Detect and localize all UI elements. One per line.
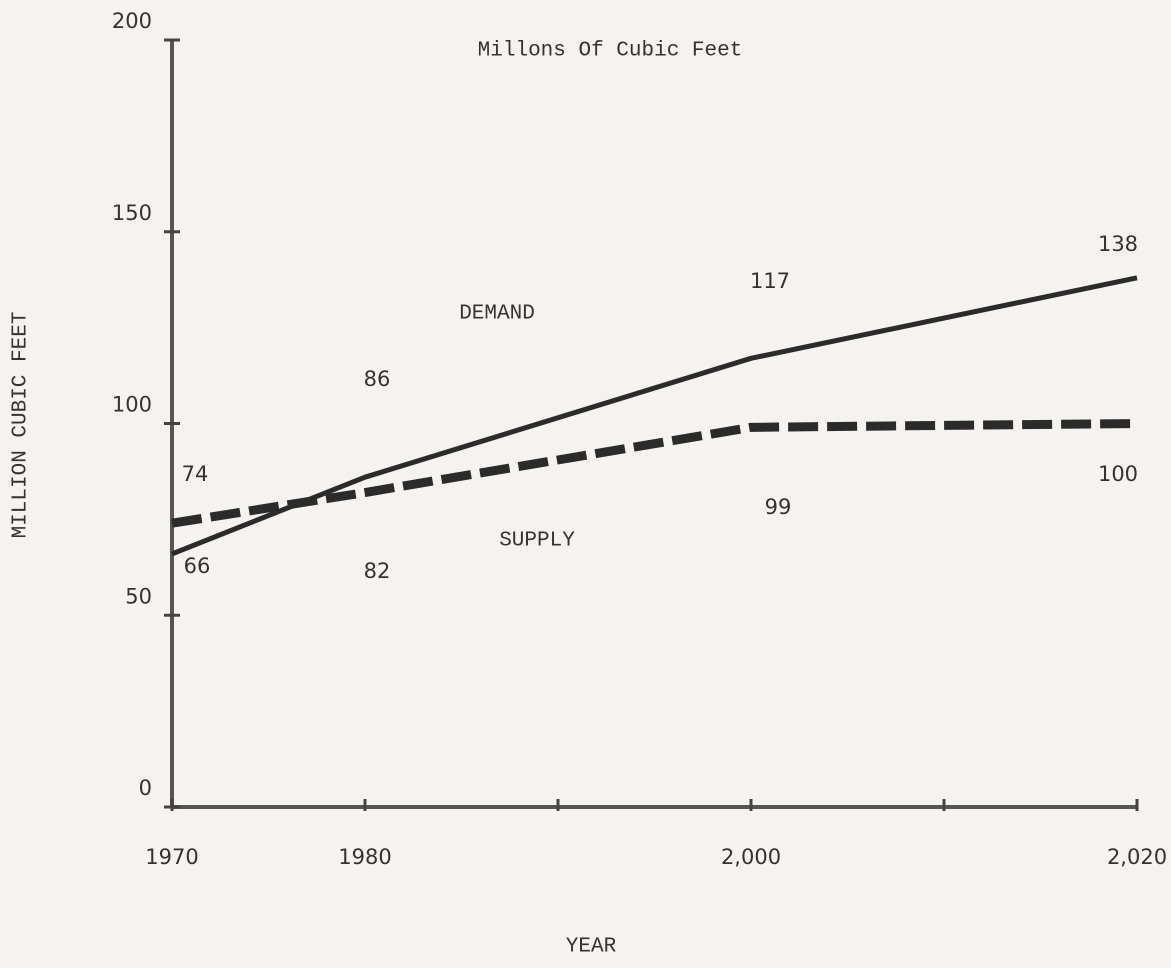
x-tick-label: 2,000 bbox=[721, 845, 781, 869]
data-label: 82 bbox=[364, 559, 391, 583]
data-label: 74 bbox=[182, 462, 209, 486]
x-tick-label: 2,020 bbox=[1107, 845, 1167, 869]
y-tick-label: 150 bbox=[112, 201, 152, 225]
line-series-dashed bbox=[171, 419, 1138, 528]
series-label: SUPPLY bbox=[499, 530, 575, 553]
chart-title: Millons Of Cubic Feet bbox=[478, 40, 743, 63]
x-tick-label: 1970 bbox=[145, 845, 198, 869]
data-label: 100 bbox=[1098, 462, 1138, 486]
series-label: DEMAND bbox=[459, 303, 535, 326]
data-label: 117 bbox=[750, 269, 790, 293]
y-axis-label: MILLION CUBIC FEET bbox=[10, 312, 33, 539]
y-tick-label: 200 bbox=[112, 9, 152, 33]
data-label: 138 bbox=[1098, 232, 1138, 256]
x-tick-label: 1980 bbox=[338, 845, 391, 869]
data-label: 66 bbox=[184, 554, 211, 578]
data-label: 86 bbox=[364, 367, 391, 391]
y-tick-label: 100 bbox=[112, 393, 152, 417]
data-label: 99 bbox=[765, 495, 792, 519]
y-tick-label: 0 bbox=[139, 776, 152, 800]
line-series bbox=[171, 275, 1138, 557]
y-tick-label: 50 bbox=[125, 584, 152, 608]
x-axis-label: YEAR bbox=[566, 936, 617, 959]
